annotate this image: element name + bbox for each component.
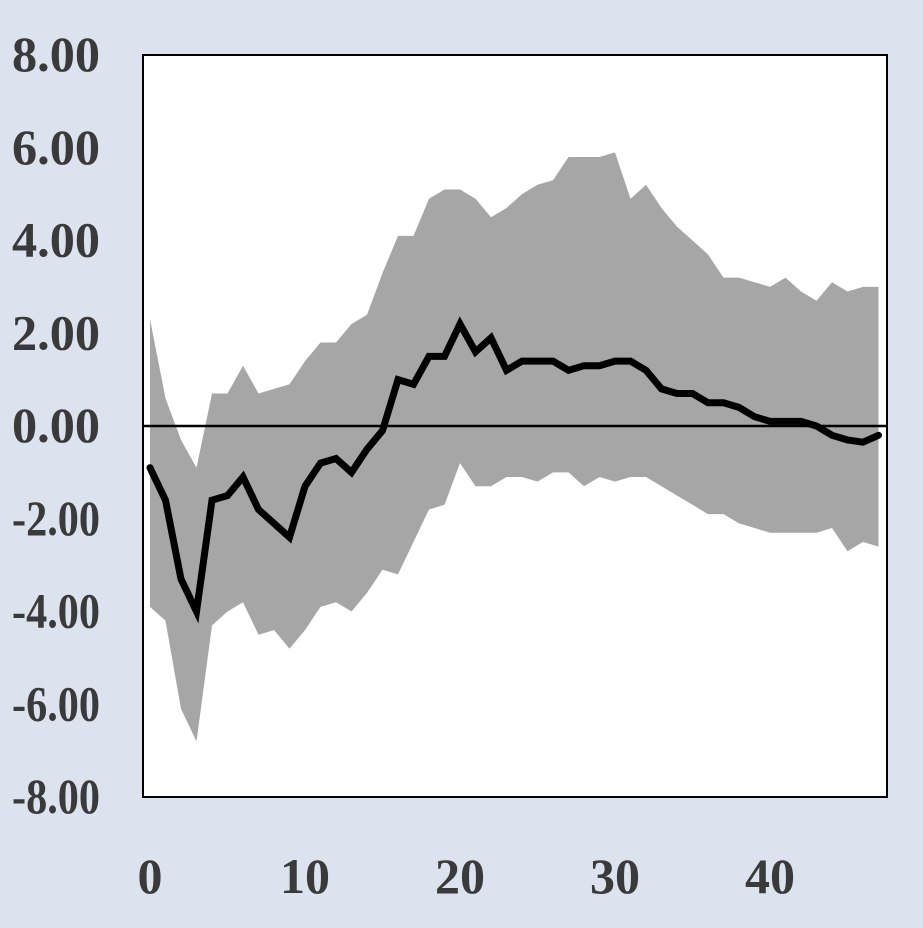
- y-tick-label: 8.00: [12, 26, 100, 82]
- plot-frame: [142, 54, 888, 798]
- x-tick-label: 40: [745, 848, 795, 904]
- x-tick-labels: 0 10 20 30 40: [138, 848, 796, 904]
- y-tick-labels: 8.00 6.00 4.00 2.00 0.00 -2.00 -4.00 -6.00 -8.00: [12, 26, 100, 824]
- x-tick-label: 10: [280, 848, 330, 904]
- y-tick-label: -6.00: [12, 675, 100, 731]
- y-tick-label: -8.00: [12, 768, 100, 824]
- x-tick-label: 0: [138, 848, 163, 904]
- x-tick-label: 30: [590, 848, 640, 904]
- y-tick-label: 4.00: [12, 212, 100, 268]
- confidence-band: [150, 152, 879, 742]
- y-tick-label: -2.00: [12, 490, 100, 546]
- y-tick-label: -4.00: [12, 583, 100, 639]
- y-tick-label: 6.00: [12, 119, 100, 175]
- x-tick-label: 20: [435, 848, 485, 904]
- confidence-band-layer: [150, 152, 879, 742]
- series-line-0: [146, 316, 882, 624]
- y-tick-label: 0.00: [12, 397, 100, 453]
- y-tick-label: 2.00: [12, 304, 100, 360]
- series-line-layer: [146, 316, 882, 624]
